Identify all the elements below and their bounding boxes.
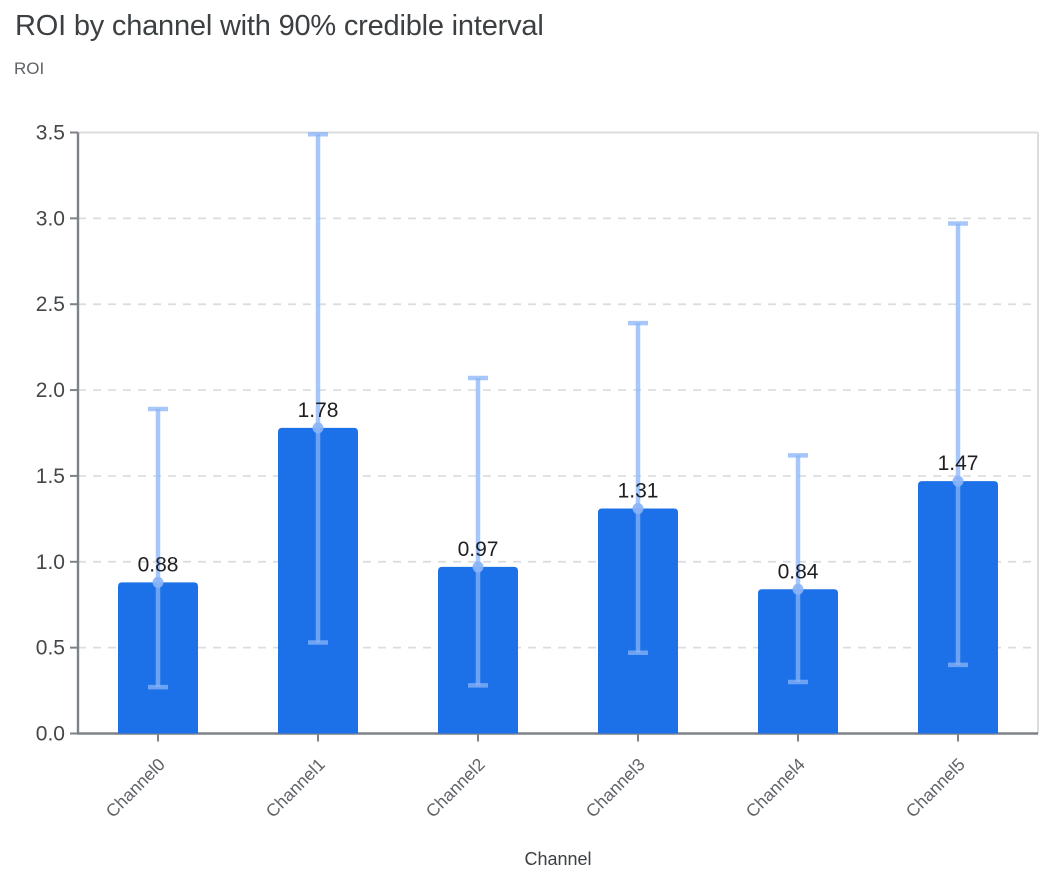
ci-mean-marker (952, 475, 964, 487)
y-tick-label: 0.5 (36, 637, 65, 660)
x-tick-label: Channel4 (742, 754, 809, 821)
y-tick-label: 1.0 (36, 551, 65, 574)
ci-mean-marker (312, 422, 324, 434)
x-axis-title: Channel (524, 849, 592, 869)
y-tick-label: 3.0 (36, 207, 65, 230)
bar-value-label: 0.84 (778, 560, 819, 583)
x-tick-label: Channel5 (902, 754, 969, 821)
bar-value-label: 1.78 (298, 399, 339, 422)
bar-value-label: 1.31 (618, 480, 659, 503)
y-tick-label: 1.5 (36, 465, 65, 488)
ci-mean-marker (152, 576, 164, 588)
ci-mean-marker (792, 583, 804, 595)
y-tick-label: 2.0 (36, 379, 65, 402)
x-tick-label: Channel1 (262, 754, 329, 821)
chart-title: ROI by channel with 90% credible interva… (15, 10, 544, 42)
ci-mean-marker (472, 561, 484, 573)
bar-value-label: 0.88 (138, 553, 179, 576)
bar-value-label: 1.47 (938, 452, 979, 475)
y-tick-label: 3.5 (36, 122, 65, 145)
x-tick-label: Channel0 (102, 754, 169, 821)
y-tick-label: 0.0 (36, 723, 65, 746)
bar-value-label: 0.97 (458, 538, 499, 561)
y-tick-label: 2.5 (36, 293, 65, 316)
x-tick-label: Channel3 (582, 754, 649, 821)
x-tick-label: Channel2 (422, 754, 489, 821)
ci-mean-marker (632, 503, 644, 515)
y-axis-title: ROI (14, 59, 45, 78)
